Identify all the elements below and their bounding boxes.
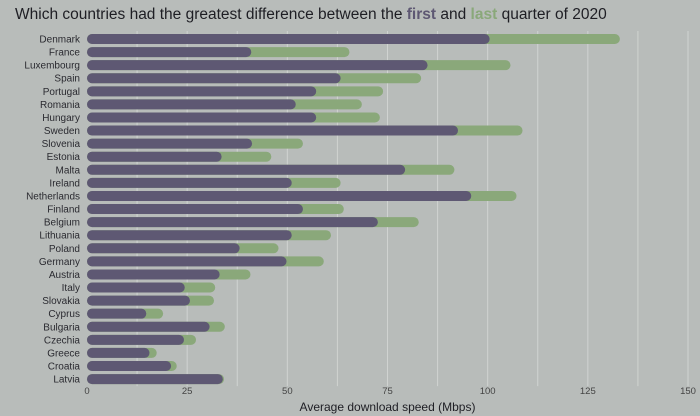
bar-first: [87, 269, 220, 280]
bar-first: [87, 60, 428, 71]
category-label: Greece: [47, 348, 80, 359]
category-label: Finland: [47, 205, 80, 216]
category-label: Czechia: [44, 335, 81, 346]
category-label: France: [49, 48, 81, 59]
category-label: Lithuania: [39, 231, 80, 242]
category-label: Italy: [62, 283, 80, 294]
category-label: Romania: [40, 100, 80, 111]
bar-first: [87, 86, 317, 97]
x-tick-label: 100: [480, 386, 496, 397]
category-label: Austria: [49, 270, 81, 281]
bar-first: [87, 334, 184, 345]
category-label: Belgium: [44, 218, 80, 229]
category-label: Poland: [49, 244, 80, 255]
x-tick-label: 125: [580, 386, 596, 397]
bar-first: [87, 217, 378, 228]
x-tick-label: 150: [680, 386, 696, 397]
bar-first: [87, 73, 341, 84]
category-label: Netherlands: [26, 191, 80, 202]
bar-first: [87, 151, 222, 162]
category-label: Sweden: [44, 126, 80, 137]
bar-first: [87, 204, 303, 215]
bar-first: [87, 361, 172, 371]
bar-first: [87, 177, 292, 188]
bar-first: [87, 308, 147, 319]
category-label: Ireland: [49, 178, 80, 189]
x-tick-label: 25: [182, 386, 193, 397]
category-label: Portugal: [43, 87, 80, 98]
x-tick-label: 50: [282, 386, 293, 397]
category-label: Slovenia: [42, 139, 81, 150]
title-first: first: [406, 6, 437, 23]
bar-first: [87, 282, 185, 293]
category-label: Estonia: [47, 152, 81, 163]
category-label: Germany: [39, 257, 80, 268]
bar-first: [87, 190, 472, 201]
bar-first: [87, 295, 190, 306]
category-label: Croatia: [48, 362, 81, 373]
category-label: Denmark: [39, 35, 81, 46]
bar-first: [87, 374, 223, 385]
x-tick-label: 75: [382, 386, 393, 397]
category-label: Malta: [56, 165, 81, 176]
category-label: Hungary: [42, 113, 80, 124]
bar-first: [87, 321, 210, 332]
bar-first: [87, 243, 240, 254]
bar-first: [87, 230, 292, 241]
bar-first: [87, 256, 287, 267]
category-label: Spain: [54, 74, 80, 85]
bar-first: [87, 164, 406, 175]
title-suffix: quarter of 2020: [497, 6, 607, 23]
bar-first: [87, 99, 296, 110]
x-tick-label: 0: [84, 386, 89, 397]
category-label: Latvia: [53, 375, 80, 386]
title-prefix: Which countries had the greatest differe…: [15, 6, 407, 23]
category-label: Slovakia: [42, 296, 80, 307]
bar-first: [87, 112, 317, 123]
title-last: last: [470, 6, 498, 23]
bar-first: [87, 138, 253, 149]
bar-first: [87, 34, 490, 44]
bar-first: [87, 125, 459, 136]
category-label: Luxembourg: [24, 61, 80, 72]
chart-title: Which countries had the greatest differe…: [15, 6, 607, 24]
title-middle: and: [436, 6, 471, 23]
x-axis-label: Average download speed (Mbps): [300, 400, 476, 414]
bar-first: [87, 347, 150, 358]
category-label: Bulgaria: [43, 322, 80, 333]
bar-first: [87, 47, 252, 58]
category-label: Cyprus: [48, 309, 80, 320]
